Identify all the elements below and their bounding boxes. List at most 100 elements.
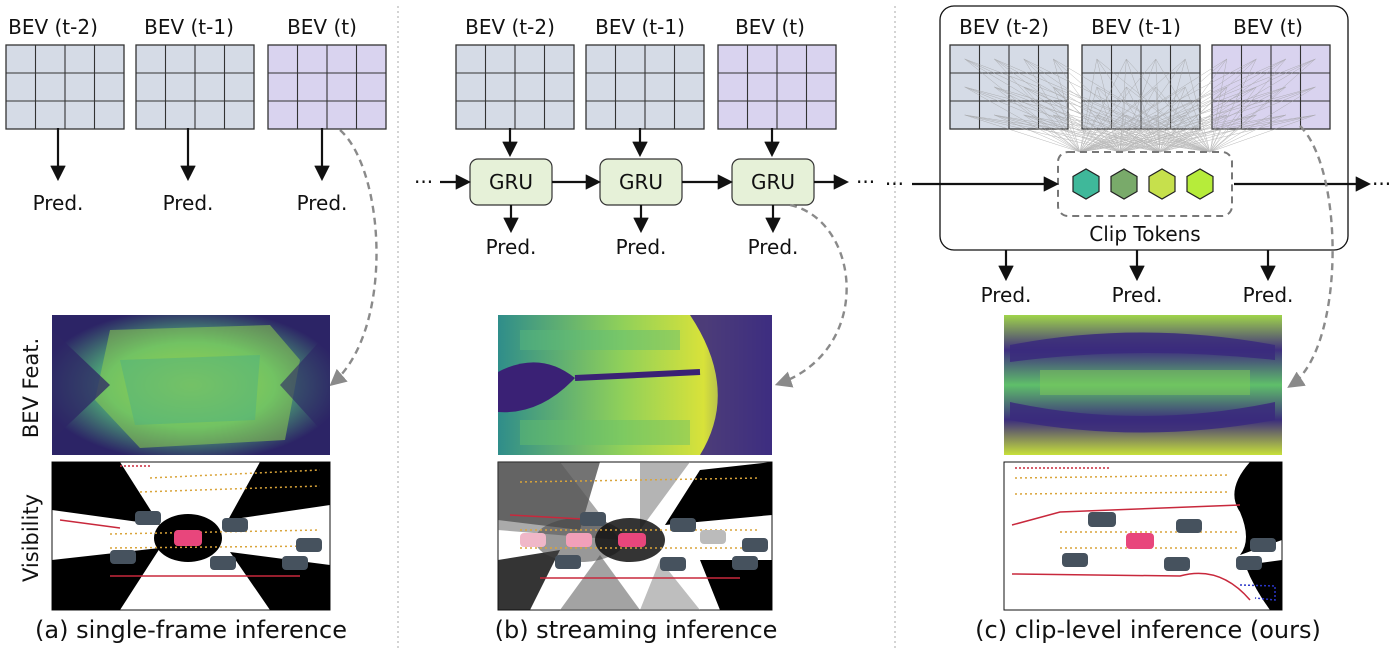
- car-icon: [1126, 533, 1154, 549]
- clip-tokens-label: Clip Tokens: [1089, 222, 1200, 246]
- visibility-map: [51, 461, 331, 611]
- bev-label: BEV (t-2): [959, 15, 1049, 39]
- hexagon-token-icon: [1072, 168, 1100, 200]
- attention-line: [1159, 86, 1286, 153]
- attention-line: [964, 86, 1081, 153]
- ellipsis: ···: [1372, 172, 1391, 196]
- bev-feature-heatmap: [1004, 315, 1282, 455]
- panel-b: BEV (t-2) BEV (t-1) BEV (t) GRU GRU GRU …: [414, 15, 875, 644]
- attention-line: [1079, 86, 1316, 153]
- attention-line: [1159, 114, 1257, 153]
- attention-line: [1209, 86, 1316, 153]
- pred-label: Pred.: [1243, 283, 1294, 307]
- attention-line: [994, 58, 1211, 153]
- bev-label: BEV (t): [735, 15, 805, 39]
- attention-line: [1079, 114, 1186, 153]
- car-icon: [670, 518, 696, 532]
- pred-label: Pred.: [486, 235, 537, 259]
- attention-line: [1023, 114, 1081, 153]
- attention-line: [1053, 58, 1211, 153]
- attention-line: [1079, 58, 1186, 153]
- attention-line: [1119, 86, 1316, 153]
- attention-line: [1023, 86, 1161, 153]
- attention-line: [1079, 86, 1257, 153]
- attention-line: [1096, 114, 1161, 153]
- pred-label: Pred.: [163, 191, 214, 215]
- attention-line: [994, 86, 1081, 153]
- attention-line: [1209, 58, 1257, 153]
- attention-line: [1159, 114, 1227, 153]
- attention-line: [1119, 114, 1286, 153]
- attention-line: [1159, 58, 1228, 153]
- car-icon: [282, 556, 308, 570]
- bev-grid: [135, 44, 255, 130]
- attention-line: [1119, 114, 1127, 153]
- visibility-map: [1003, 461, 1283, 611]
- car-icon: [210, 556, 236, 570]
- bev-label: BEV (t-1): [595, 15, 685, 39]
- attention-line: [1159, 114, 1286, 153]
- clip-tokens: [1072, 168, 1214, 200]
- caption: (b) streaming inference: [495, 616, 778, 644]
- car-icon: [618, 533, 646, 547]
- attention-line: [1119, 58, 1257, 153]
- bev-label: BEV (t-2): [8, 15, 98, 39]
- row-label-bev-feat: BEV Feat.: [19, 338, 43, 438]
- attention-line: [1119, 58, 1316, 153]
- visibility-map: [497, 461, 773, 611]
- bev-grid: [5, 44, 125, 130]
- car-icon: [580, 512, 606, 526]
- attention-line: [1119, 58, 1127, 153]
- attention-line: [994, 86, 1211, 153]
- attention-line: [1119, 86, 1157, 153]
- attention-line: [1209, 114, 1316, 153]
- gru-label: GRU: [619, 170, 663, 194]
- attention-line: [1053, 114, 1211, 153]
- attention-line: [1096, 58, 1121, 153]
- attention-line: [1079, 58, 1127, 153]
- attention-line: [1159, 114, 1316, 153]
- attention-line: [1079, 58, 1316, 153]
- bev-grid: [1211, 44, 1331, 130]
- attention-line: [1159, 58, 1316, 153]
- attention-line: [964, 114, 1081, 153]
- dashed-arrow-icon: [329, 129, 378, 387]
- attention-line: [994, 58, 1081, 153]
- bev-label: BEV (t-1): [1091, 15, 1181, 39]
- pred-label: Pred.: [297, 191, 348, 215]
- attention-line: [1023, 114, 1211, 153]
- attention-line: [1209, 114, 1286, 153]
- car-icon: [1250, 538, 1276, 552]
- attention-line: [1079, 86, 1127, 153]
- attention-line: [1079, 114, 1316, 153]
- attention-line: [1119, 58, 1227, 153]
- hexagon-token-icon: [1186, 168, 1214, 200]
- gru-label: GRU: [751, 170, 795, 194]
- bev-grid: [949, 44, 1069, 130]
- panel-c: BEV (t-2) BEV (t-1) BEV (t) ··· ··· Clip…: [885, 5, 1391, 644]
- ellipsis: ···: [885, 172, 904, 196]
- attention-line: [1053, 114, 1081, 153]
- gru-label: GRU: [489, 170, 533, 194]
- bev-label: BEV (t): [287, 15, 357, 39]
- attention-line: [1209, 114, 1257, 153]
- bev-feature-heatmap: [498, 315, 772, 455]
- car-icon: [174, 530, 202, 546]
- hexagon-token-icon: [1148, 168, 1176, 200]
- pred-label: Pred.: [33, 191, 84, 215]
- dashed-arrow-icon: [1287, 125, 1334, 388]
- bev-grid: [585, 44, 705, 130]
- attention-line: [1119, 114, 1316, 153]
- attention-line: [1096, 86, 1121, 153]
- attention-line: [1079, 114, 1127, 153]
- attention-line: [964, 58, 1081, 153]
- car-icon: [566, 533, 592, 547]
- hexagon-token-icon: [1110, 168, 1138, 200]
- attention-line: [1079, 58, 1286, 153]
- pred-label: Pred.: [616, 235, 667, 259]
- caption: (a) single-frame inference: [35, 616, 347, 644]
- attention-line: [1209, 86, 1257, 153]
- car-icon: [700, 530, 726, 544]
- attention-line: [1023, 86, 1081, 153]
